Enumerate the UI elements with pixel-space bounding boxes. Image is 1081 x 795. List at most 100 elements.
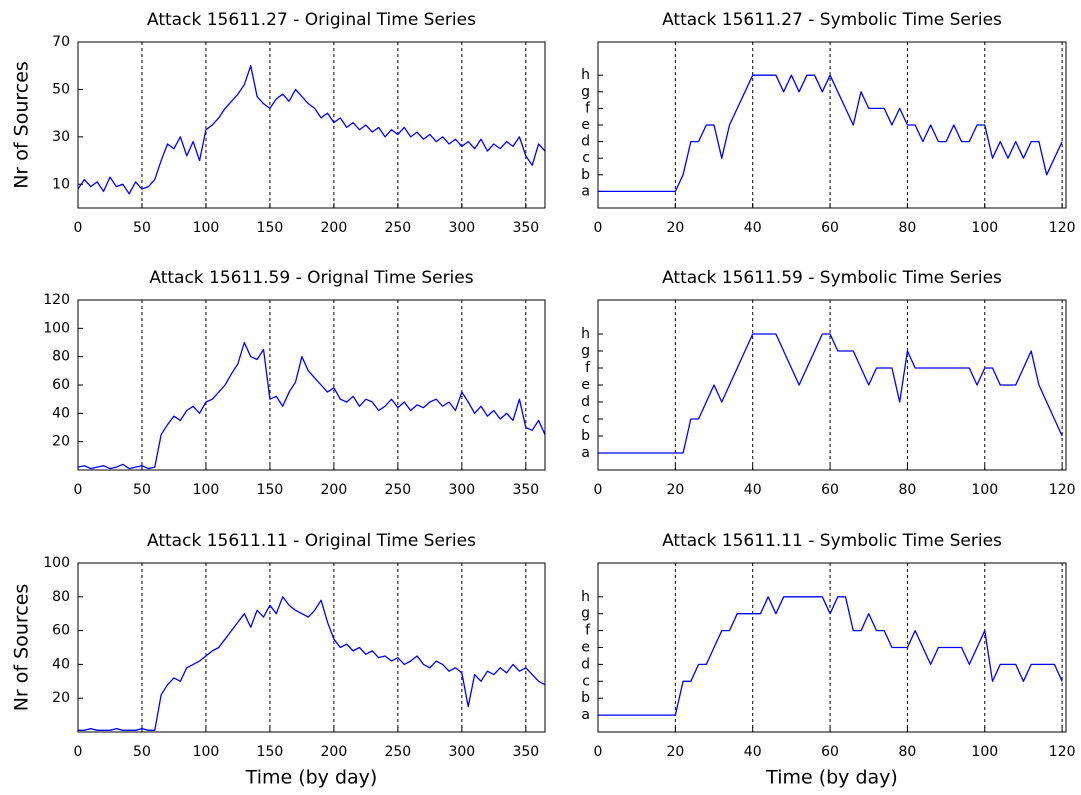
y-tick-label: f <box>585 100 591 116</box>
y-tick-label: a <box>581 183 590 199</box>
y-tick-label: 30 <box>52 129 70 145</box>
data-line <box>598 74 1063 193</box>
y-tick-label: 80 <box>52 349 70 365</box>
data-line <box>77 65 546 195</box>
axes-frame <box>77 41 546 209</box>
x-tick-label: 150 <box>257 482 284 498</box>
chart-title: Attack 15611.59 - Symbolic Time Series <box>662 268 1002 288</box>
chart-title: Attack 15611.27 - Symbolic Time Series <box>662 10 1002 30</box>
y-tick-label: a <box>581 445 590 461</box>
chart-title: Attack 15611.11 - Original Time Series <box>147 531 476 551</box>
x-tick-label: 100 <box>193 744 220 760</box>
x-tick-label: 100 <box>971 482 998 498</box>
x-tick-label: 250 <box>384 744 411 760</box>
x-tick-label: 150 <box>257 220 284 236</box>
axes-frame <box>597 41 1067 209</box>
x-tick-label: 50 <box>133 220 151 236</box>
x-tick-label: 100 <box>971 744 998 760</box>
y-tick-label: b <box>581 428 590 444</box>
y-tick-label: e <box>581 640 590 656</box>
y-tick-label: 100 <box>43 320 70 336</box>
chart-title: Attack 15611.59 - Orignal Time Series <box>149 268 473 288</box>
y-tick-label: 70 <box>52 34 70 50</box>
y-tick-label: b <box>581 167 590 183</box>
x-tick-label: 120 <box>1049 744 1076 760</box>
y-tick-label: 10 <box>52 176 70 192</box>
data-line <box>78 596 546 731</box>
x-tick-label: 80 <box>899 220 917 236</box>
y-tick-label: f <box>585 623 591 639</box>
x-tick-label: 250 <box>384 220 411 236</box>
x-tick-label: 120 <box>1049 220 1076 236</box>
x-axis-label: Time (by day) <box>245 767 378 789</box>
x-tick-label: 100 <box>971 220 998 236</box>
y-tick-label: e <box>581 117 590 133</box>
x-tick-label: 0 <box>594 744 603 760</box>
x-tick-label: 20 <box>666 744 684 760</box>
x-tick-label: 80 <box>899 482 917 498</box>
x-tick-label: 0 <box>74 744 83 760</box>
x-tick-label: 0 <box>594 220 603 236</box>
y-tick-label: c <box>582 673 590 689</box>
y-tick-label: h <box>581 589 590 605</box>
y-tick-label: d <box>581 394 590 410</box>
y-tick-label: 100 <box>43 555 70 571</box>
x-tick-label: 120 <box>1049 482 1076 498</box>
x-tick-label: 60 <box>821 482 839 498</box>
x-tick-label: 60 <box>821 220 839 236</box>
chart-title: Attack 15611.27 - Original Time Series <box>147 10 476 30</box>
y-tick-label: 50 <box>52 81 70 97</box>
y-tick-label: 20 <box>52 690 70 706</box>
y-tick-label: c <box>582 150 590 166</box>
x-tick-label: 250 <box>384 482 411 498</box>
x-tick-label: 40 <box>744 220 762 236</box>
x-tick-label: 60 <box>821 744 839 760</box>
y-tick-label: 40 <box>52 405 70 421</box>
y-tick-label: 20 <box>52 434 70 450</box>
x-tick-label: 350 <box>512 220 539 236</box>
x-tick-label: 150 <box>257 744 284 760</box>
x-tick-label: 80 <box>899 744 917 760</box>
x-tick-label: 20 <box>666 220 684 236</box>
x-tick-label: 50 <box>133 744 151 760</box>
y-tick-label: h <box>581 67 590 83</box>
x-tick-label: 200 <box>321 744 348 760</box>
x-tick-label: 40 <box>744 744 762 760</box>
x-tick-label: 350 <box>512 744 539 760</box>
y-tick-label: 60 <box>52 623 70 639</box>
x-tick-label: 100 <box>193 482 220 498</box>
y-tick-label: 40 <box>52 656 70 672</box>
axes-frame <box>77 562 546 733</box>
data-line <box>598 333 1063 454</box>
x-tick-label: 300 <box>448 482 475 498</box>
y-tick-label: 60 <box>52 377 70 393</box>
x-tick-label: 300 <box>448 744 475 760</box>
x-tick-label: 0 <box>74 220 83 236</box>
x-tick-label: 300 <box>448 220 475 236</box>
y-tick-label: c <box>582 411 590 427</box>
y-tick-label: e <box>581 377 590 393</box>
y-axis-label: Nr of Sources <box>11 61 33 189</box>
data-line <box>598 596 1063 716</box>
y-tick-label: 80 <box>52 589 70 605</box>
y-axis-label: Nr of Sources <box>11 584 33 712</box>
y-tick-label: b <box>581 690 590 706</box>
x-tick-label: 100 <box>193 220 220 236</box>
x-tick-label: 0 <box>74 482 83 498</box>
axes-frame <box>597 299 1067 471</box>
x-tick-label: 20 <box>666 482 684 498</box>
x-axis-label: Time (by day) <box>765 767 898 789</box>
y-tick-label: g <box>581 343 590 359</box>
y-tick-label: g <box>581 84 590 100</box>
chart-title: Attack 15611.11 - Symbolic Time Series <box>662 531 1002 551</box>
x-tick-label: 200 <box>321 220 348 236</box>
y-tick-label: d <box>581 134 590 150</box>
axes-frame <box>597 562 1067 733</box>
y-tick-label: d <box>581 656 590 672</box>
x-tick-label: 50 <box>133 482 151 498</box>
y-tick-label: h <box>581 326 590 342</box>
y-tick-label: 120 <box>43 292 70 308</box>
x-tick-label: 200 <box>321 482 348 498</box>
